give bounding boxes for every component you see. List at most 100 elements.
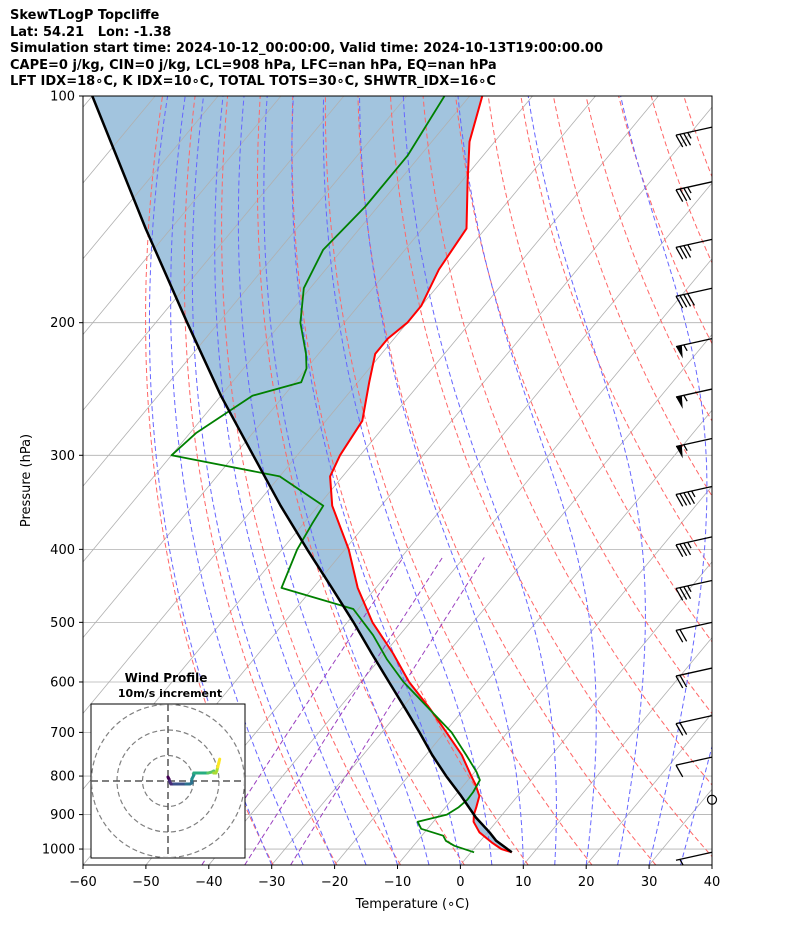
moist-adiabat (359, 96, 524, 865)
y-tick-label: 700 (50, 726, 75, 741)
isotherm-line (460, 561, 712, 865)
y-tick-label: 500 (50, 616, 75, 631)
time-line: Simulation start time: 2024-10-12_00:00:… (10, 41, 603, 56)
moist-adiabat (291, 96, 461, 865)
isotherm-line (711, 864, 712, 865)
wind-barb (675, 126, 713, 148)
wind-barb (675, 667, 713, 689)
moist-adiabat (191, 96, 336, 865)
x-tick-label: −20 (321, 875, 348, 890)
isotherm-line (83, 96, 219, 260)
dry-adiabat (650, 96, 712, 264)
moist-adiabat (775, 96, 794, 865)
moist-adiabat (402, 96, 557, 865)
x-tick-label: −50 (132, 875, 159, 890)
dry-adiabat (357, 96, 657, 865)
dry-adiabat (585, 96, 712, 422)
moist-adiabat (322, 96, 493, 865)
wind-barb (675, 851, 713, 866)
x-tick-label: −40 (195, 875, 222, 890)
wind-barb (675, 338, 713, 359)
parcel-profile (91, 96, 513, 854)
isotherm-line (83, 96, 596, 715)
x-tick-label: −30 (258, 875, 285, 890)
isotherm-line (83, 96, 408, 487)
cape-line: CAPE=0 j/kg, CIN=0 j/kg, LCL=908 hPa, LF… (10, 57, 497, 73)
dewpoint-profile (170, 96, 481, 854)
dry-adiabat (749, 96, 794, 865)
wind-barb (675, 579, 713, 601)
hodograph-ring (91, 704, 245, 858)
isotherm-line (334, 409, 712, 865)
y-tick-label: 200 (50, 316, 75, 331)
moist-adiabat (680, 744, 712, 865)
isotherm-line (775, 96, 794, 865)
moist-adiabat (457, 96, 597, 865)
y-tick-label: 100 (50, 90, 75, 105)
moist-adiabat (170, 96, 304, 865)
dry-adiabat (257, 96, 465, 865)
dry-adiabat (324, 96, 593, 865)
isotherm-line (83, 96, 533, 639)
dry-adiabat (683, 96, 712, 179)
moist-adiabat (237, 96, 398, 865)
x-tick-label: −60 (69, 875, 96, 890)
moist-adiabat (148, 96, 273, 865)
wind-barb (675, 181, 713, 202)
y-tick-label: 800 (50, 770, 75, 785)
x-tick-label: 0 (456, 875, 464, 890)
wind-barb (675, 238, 713, 260)
chart-header: SkewTLogP Topcliffe Lat: 54.21 Lon: -1.3… (10, 8, 603, 91)
dry-adiabat (390, 96, 712, 858)
dry-adiabat (183, 96, 338, 865)
x-axis-label: Temperature (∘C) (355, 897, 470, 912)
inset-subtitle: 10m/s increment (118, 687, 222, 700)
dry-adiabat (716, 96, 794, 865)
isotherm-line (83, 96, 282, 336)
wind-barb (675, 485, 713, 507)
x-tick-label: −10 (384, 875, 411, 890)
isotherm-line (83, 96, 93, 108)
dry-adiabat (455, 96, 712, 715)
moist-adiabat (744, 96, 794, 865)
x-tick-label: 30 (641, 875, 658, 890)
x-tick-label: 20 (578, 875, 595, 890)
dry-adiabat (618, 96, 712, 345)
dry-adiabat (552, 96, 712, 497)
x-tick-label: 40 (704, 875, 721, 890)
dry-adiabat (520, 96, 712, 571)
index-line: LFT IDX=18∘C, K IDX=10∘C, TOTAL TOTS=30∘… (10, 74, 496, 89)
wind-barb (675, 536, 713, 558)
y-axis-label: Pressure (hPa) (19, 434, 34, 527)
isotherm-line (83, 96, 470, 563)
moist-adiabat (214, 96, 367, 865)
location-line: Lat: 54.21 Lon: -1.38 (10, 24, 172, 40)
isotherm-line (397, 485, 712, 865)
wind-barb (675, 287, 713, 309)
inset-title: Wind Profile (125, 671, 208, 685)
isotherm-line (271, 333, 712, 865)
wind-barb (675, 621, 713, 643)
isotherm-line (585, 712, 712, 865)
dry-adiabat (422, 96, 712, 786)
isotherm-line (145, 182, 712, 865)
moist-adiabat (620, 96, 708, 865)
isotherm-line (522, 637, 712, 865)
y-tick-label: 600 (50, 675, 75, 690)
dry-adiabat (221, 96, 402, 865)
isotherm-line (208, 258, 712, 865)
chart-title: SkewTLogP Topcliffe (10, 8, 160, 23)
isotherm-line (648, 788, 712, 865)
x-tick-label: 10 (515, 875, 532, 890)
moist-adiabat (711, 863, 712, 865)
y-tick-label: 1000 (42, 843, 75, 858)
dry-adiabat (487, 96, 712, 643)
y-tick-label: 900 (50, 808, 75, 823)
y-tick-label: 300 (50, 449, 75, 464)
plot-area (83, 96, 794, 865)
dry-adiabat (291, 96, 529, 865)
y-tick-label: 400 (50, 543, 75, 558)
mixing-ratio-line (290, 557, 485, 865)
moist-adiabat (263, 96, 430, 865)
